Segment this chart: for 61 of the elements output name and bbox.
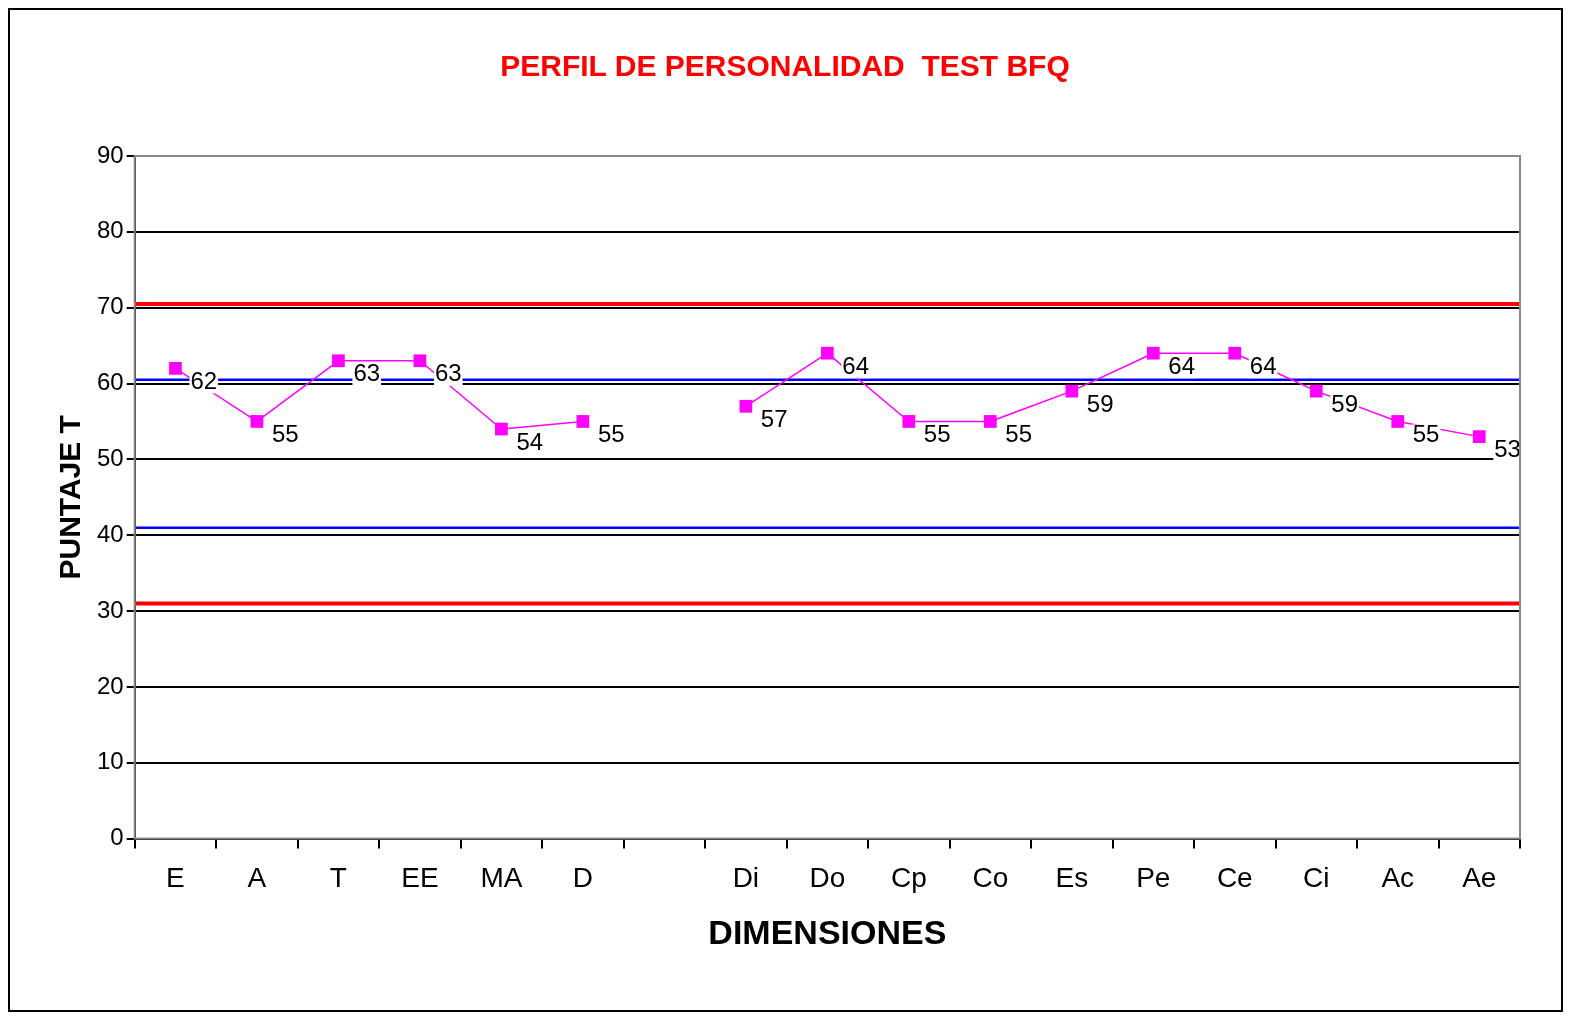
data-label: 62 <box>190 366 218 394</box>
point <box>1391 415 1405 428</box>
x-tick-label: Ce <box>1216 862 1253 894</box>
data-label: 55 <box>271 420 299 448</box>
data-label: 63 <box>353 359 381 387</box>
data-label: 54 <box>516 427 544 455</box>
point <box>413 354 427 368</box>
x-tick-label: Cp <box>890 862 927 894</box>
x-tick-label: T <box>329 862 347 894</box>
point <box>1146 346 1160 360</box>
point <box>1472 430 1486 443</box>
x-tick-label: Di <box>732 862 760 894</box>
data-label: 57 <box>760 404 788 432</box>
y-tick-label: 20 <box>96 671 124 699</box>
point <box>1065 384 1079 398</box>
point <box>332 354 345 368</box>
data-label: 55 <box>923 420 951 448</box>
point <box>1309 384 1323 398</box>
point <box>495 422 508 436</box>
data-label: 55 <box>597 420 625 448</box>
x-tick-label: Ci <box>1303 862 1330 894</box>
y-tick-label: 30 <box>96 595 124 623</box>
point <box>169 362 182 375</box>
data-label: 63 <box>434 359 462 387</box>
data-label: 55 <box>1412 420 1440 448</box>
point <box>902 415 916 428</box>
point <box>1228 346 1242 360</box>
x-tick-label: Pe <box>1136 862 1171 894</box>
x-tick-label: Ac <box>1381 862 1415 894</box>
x-tick-label: E <box>166 862 185 894</box>
x-tick-label: MA <box>480 862 523 894</box>
x-tick-label: Ae <box>1462 862 1497 894</box>
data-label: 59 <box>1331 389 1358 417</box>
y-tick-label: 60 <box>96 368 124 396</box>
y-tick-label: 50 <box>96 444 124 471</box>
x-tick-label: Co <box>972 862 1009 894</box>
point <box>739 399 753 413</box>
point <box>983 415 997 428</box>
data-label: 59 <box>1086 389 1114 417</box>
chart-title: PERFIL DE PERSONALIDAD TEST BFQ <box>500 49 1070 83</box>
x-axis-title: DIMENSIONES <box>708 912 947 951</box>
point <box>820 346 834 360</box>
y-tick-label: 80 <box>96 216 124 244</box>
x-tick-label: Es <box>1055 862 1089 894</box>
y-axis-title: PUNTAJE T <box>53 415 87 580</box>
data-label: 53 <box>1494 435 1521 463</box>
y-tick-label: 40 <box>96 519 124 547</box>
x-tick-label: Do <box>809 862 846 894</box>
y-tick-label: 70 <box>96 292 124 320</box>
y-tick-label: 90 <box>96 140 124 168</box>
data-label: 55 <box>1005 420 1033 448</box>
x-tick-label: EE <box>401 862 439 894</box>
x-tick-label: A <box>247 862 267 894</box>
data-label: 64 <box>1249 351 1277 379</box>
point <box>250 415 264 428</box>
x-tick-label: D <box>572 862 593 894</box>
data-label: 64 <box>1168 351 1195 379</box>
y-tick-label: 10 <box>96 747 124 775</box>
data-label: 64 <box>842 351 870 379</box>
y-tick-label: 0 <box>110 823 124 851</box>
point <box>576 415 590 428</box>
